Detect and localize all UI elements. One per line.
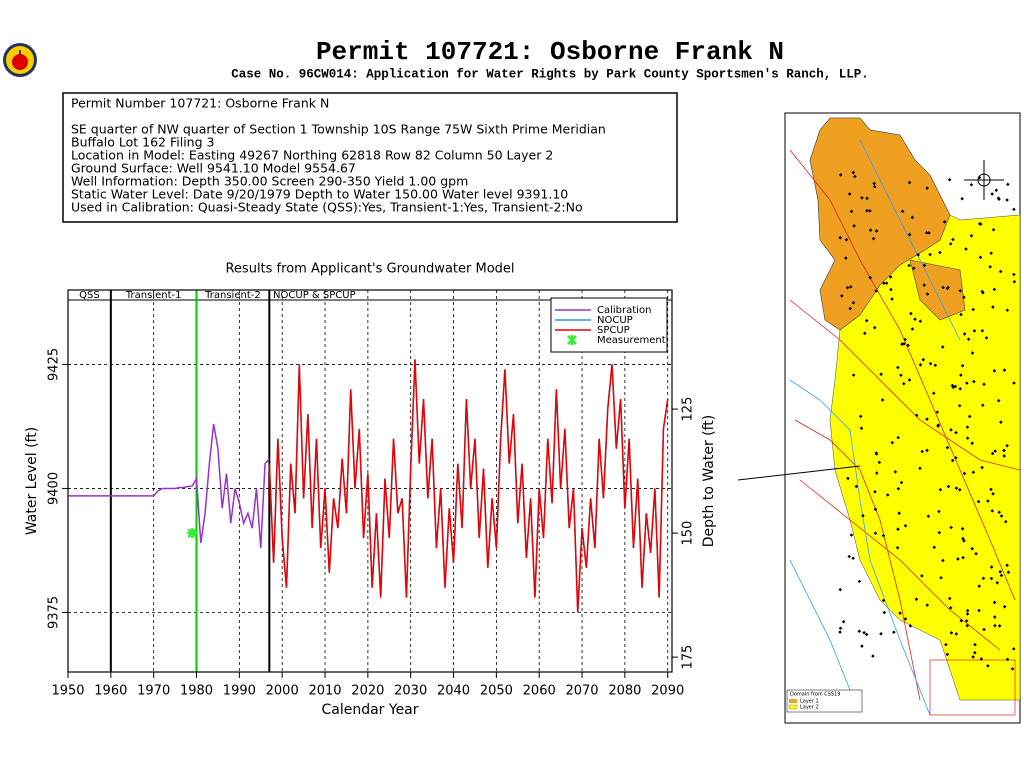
- info-line: Ground Surface: Well 9541.10 Model 9554.…: [71, 161, 356, 176]
- page-title: Permit 107721: Osborne Frank N: [316, 37, 784, 67]
- x-tick-label: 2090: [651, 684, 684, 699]
- map-legend-swatch: [788, 704, 798, 710]
- compass-ring: [977, 173, 991, 187]
- info-line: Static Water Level: Date 9/20/1979 Depth…: [71, 187, 568, 202]
- logo: [3, 43, 37, 77]
- x-tick-label: 1980: [180, 684, 213, 699]
- series-line: [268, 359, 669, 613]
- y-axis-label: Water Level (ft): [24, 427, 40, 535]
- map: Domain from CSS19 Layer 1 Layer 2: [784, 112, 1021, 724]
- chart-title: Results from Applicant's Groundwater Mod…: [225, 262, 514, 277]
- series-line: [268, 359, 669, 613]
- y-tick-label: 9375: [47, 596, 62, 629]
- map-legend-text: Domain from CSS19: [790, 692, 840, 698]
- series-line: [68, 423, 270, 549]
- x-tick-label: 1960: [94, 684, 127, 699]
- y2-tick-label: 125: [681, 397, 696, 422]
- map-layer-1: [809, 117, 951, 331]
- x-tick-label: 2080: [608, 684, 641, 699]
- period-label: Transient-2: [204, 290, 261, 301]
- map-stream: [789, 379, 931, 716]
- x-tick-label: 1950: [51, 684, 84, 699]
- info-lines: Permit Number 107721: Osborne Frank N SE …: [71, 96, 606, 215]
- map-road: [799, 479, 1001, 651]
- x-tick-label: 1970: [137, 684, 170, 699]
- map-road: [794, 419, 921, 701]
- plot-frame: [67, 289, 673, 673]
- x-tick-label: 2000: [266, 684, 299, 699]
- map-stream: [859, 139, 961, 341]
- period-label: NOCUP & SPCUP: [273, 290, 356, 301]
- measurement-point: [187, 528, 198, 539]
- y2-tick-label: 150: [681, 521, 696, 546]
- map-road: [789, 149, 1016, 601]
- map-pointer: [737, 465, 861, 481]
- map-legend-text: Layer 2: [800, 705, 819, 711]
- x-tick-label: 2020: [351, 684, 384, 699]
- x-tick-label: 2030: [394, 684, 427, 699]
- x-tick-label: 2060: [523, 684, 556, 699]
- x-tick-label: 1990: [223, 684, 256, 699]
- info-box: [62, 92, 678, 223]
- info-line: Used in Calibration: Quasi-Steady State …: [71, 200, 583, 215]
- map-parcels: [929, 659, 1016, 716]
- logo-apple: [12, 54, 28, 70]
- y2-axis-label: Depth to Water (ft): [701, 415, 717, 548]
- map-road: [789, 299, 1021, 471]
- logo-stem: [19, 50, 21, 55]
- legend-swatch: [567, 335, 577, 345]
- page-subtitle: Case No. 96CW014: Application for Water …: [231, 67, 869, 81]
- legend-label: Calibration: [597, 305, 651, 316]
- legend-label: Measurement: [597, 335, 666, 346]
- info-line: Permit Number 107721: Osborne Frank N: [71, 96, 329, 111]
- info-line: Well Information: Depth 350.00 Screen 29…: [71, 174, 468, 189]
- x-axis-label: Calendar Year: [321, 702, 418, 718]
- map-stream: [789, 559, 851, 691]
- x-tick-label: 2070: [565, 684, 598, 699]
- map-layer-1: [909, 259, 966, 321]
- y2-tick-label: 175: [681, 645, 696, 670]
- info-line: Location in Model: Easting 49267 Northin…: [71, 148, 553, 163]
- map-legend-swatch: [789, 699, 797, 703]
- y-tick-label: 9425: [47, 348, 62, 381]
- y-tick-label: 9400: [47, 472, 62, 505]
- chart: Results from Applicant's Groundwater Mod…: [24, 262, 717, 719]
- legend-label: NOCUP: [597, 315, 633, 326]
- map-compass: [964, 160, 1004, 200]
- info-line: SE quarter of NW quarter of Section 1 To…: [71, 122, 606, 137]
- legend-label: SPCUP: [597, 325, 630, 336]
- x-tick-label: 2040: [437, 684, 470, 699]
- period-label: Transient-1: [125, 290, 182, 301]
- map-legend-text: Layer 1: [800, 699, 819, 705]
- period-label: QSS: [79, 290, 100, 301]
- x-tick-label: 2010: [308, 684, 341, 699]
- info-line: Buffalo Lot 162 Filing 3: [71, 135, 214, 150]
- map-legend-box: [786, 689, 863, 713]
- x-tick-label: 2050: [480, 684, 513, 699]
